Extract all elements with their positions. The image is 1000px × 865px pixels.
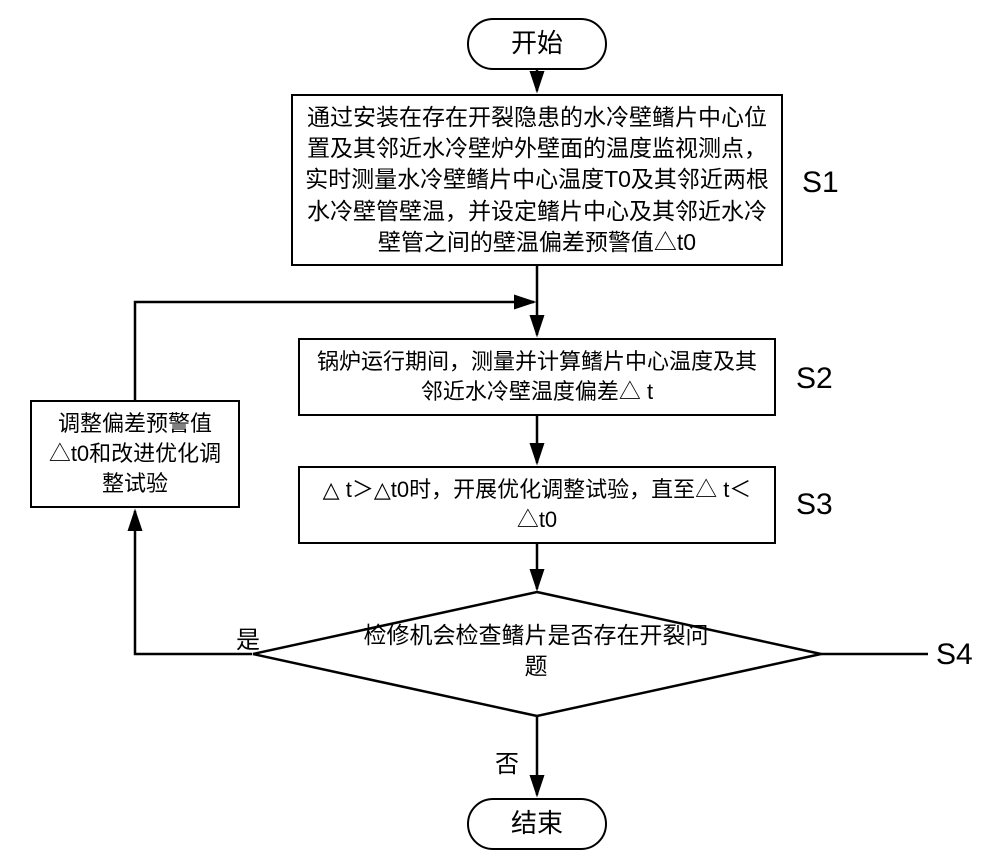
- end-terminal: 结束: [467, 798, 607, 850]
- edge-yes: 是: [236, 620, 260, 655]
- process-s3-text: △ t＞△t0时，开展优化调整试验，直至△ t＜△t0: [310, 475, 764, 534]
- label-s4: S4: [936, 638, 973, 672]
- process-s2-text: 锅炉运行期间，测量并计算鳍片中心温度及其邻近水冷壁温度偏差△ t: [310, 347, 764, 406]
- label-s2: S2: [796, 362, 833, 396]
- process-feedback: 调整偏差预警值△t0和改进优化调整试验: [30, 400, 240, 508]
- decision-s4: 检修机会检查鳍片是否存在开裂问题: [356, 620, 716, 682]
- label-s3: S3: [796, 488, 833, 522]
- process-s2: 锅炉运行期间，测量并计算鳍片中心温度及其邻近水冷壁温度偏差△ t: [298, 338, 776, 416]
- process-s1: 通过安装在存在开裂隐患的水冷壁鳍片中心位置及其邻近水冷壁炉外壁面的温度监视测点，…: [291, 94, 783, 266]
- process-s3: △ t＞△t0时，开展优化调整试验，直至△ t＜△t0: [298, 466, 776, 544]
- start-label: 开始: [511, 26, 563, 61]
- process-feedback-text: 调整偏差预警值△t0和改进优化调整试验: [42, 409, 228, 498]
- label-s1: S1: [802, 166, 839, 200]
- start-terminal: 开始: [467, 18, 607, 70]
- end-label: 结束: [511, 806, 563, 841]
- edge-no: 否: [495, 744, 519, 779]
- decision-s4-text: 检修机会检查鳍片是否存在开裂问题: [364, 622, 709, 679]
- process-s1-text: 通过安装在存在开裂隐患的水冷壁鳍片中心位置及其邻近水冷壁炉外壁面的温度监视测点，…: [303, 102, 771, 257]
